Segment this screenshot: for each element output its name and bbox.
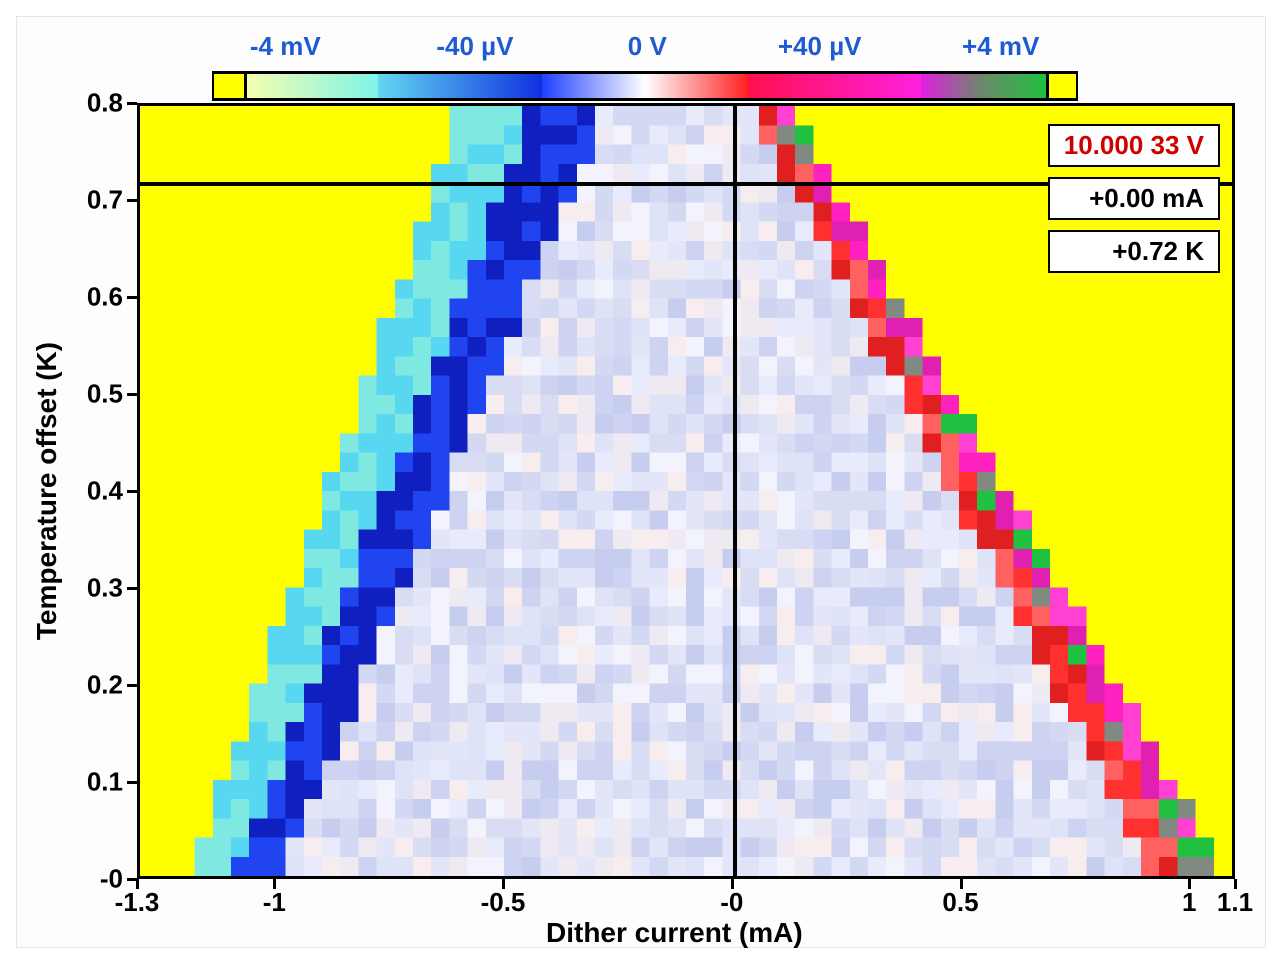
y-tick — [127, 490, 137, 493]
y-tick — [127, 587, 137, 590]
colorbar-tick-label: -40 µV — [436, 31, 513, 62]
colorbar-tick-label: +4 mV — [962, 31, 1039, 62]
y-tick-label: 0.4 — [87, 476, 123, 507]
readout-panel: 10.000 33 V +0.00 mA +0.72 K — [1048, 124, 1220, 273]
x-tick-label: -0 — [720, 887, 743, 918]
y-tick — [127, 781, 137, 784]
colorbar-segment — [748, 74, 920, 98]
colorbar-segment — [645, 74, 748, 98]
colorbar-segment — [214, 74, 244, 98]
colorbar-end-tick — [244, 73, 247, 99]
x-tick-label: -0.5 — [481, 887, 526, 918]
y-tick-label: 0.1 — [87, 767, 123, 798]
y-axis-label: Temperature offset (K) — [31, 342, 63, 640]
colorbar-tick-label: -4 mV — [250, 31, 321, 62]
y-tick-label: 0.3 — [87, 573, 123, 604]
y-tick-label: 0.8 — [87, 88, 123, 119]
y-tick — [127, 296, 137, 299]
colorbar-labels: -4 mV -40 µV 0 V +40 µV +4 mV — [17, 31, 1265, 71]
x-tick-label: 1 — [1182, 887, 1196, 918]
crosshair-vertical — [733, 106, 737, 876]
readout-voltage: 10.000 33 V — [1048, 124, 1220, 167]
x-tick-label: -1 — [263, 887, 286, 918]
y-tick — [127, 878, 137, 881]
figure-frame: -4 mV -40 µV 0 V +40 µV +4 mV 10.000 33 V +0.… — [16, 16, 1266, 948]
colorbar-segment — [378, 74, 542, 98]
y-tick-label: 0.6 — [87, 282, 123, 313]
readout-value: +0.72 K — [1048, 230, 1220, 273]
x-axis-label: Dither current (mA) — [546, 917, 803, 949]
colorbar-segment — [921, 74, 1046, 98]
y-tick — [127, 684, 137, 687]
colorbar-tick-label: +40 µV — [778, 31, 862, 62]
y-tick-label: 0.5 — [87, 379, 123, 410]
y-tick-label: 0.2 — [87, 670, 123, 701]
readout-value: +0.00 mA — [1048, 177, 1220, 220]
y-tick — [127, 102, 137, 105]
colorbar-segment — [1046, 74, 1076, 98]
heatmap-plot: 10.000 33 V +0.00 mA +0.72 K — [137, 103, 1235, 879]
y-tick-label: 0.7 — [87, 185, 123, 216]
x-tick-label: 0.5 — [942, 887, 978, 918]
y-tick-label: -0 — [100, 864, 123, 895]
x-tick-label: 1.1 — [1217, 887, 1253, 918]
colorbar-track — [212, 71, 1078, 101]
colorbar-segment — [244, 74, 378, 98]
colorbar-end-tick — [1046, 73, 1049, 99]
y-tick — [127, 393, 137, 396]
y-tick — [127, 199, 137, 202]
colorbar-tick-label: 0 V — [628, 31, 667, 62]
colorbar-segment — [542, 74, 645, 98]
